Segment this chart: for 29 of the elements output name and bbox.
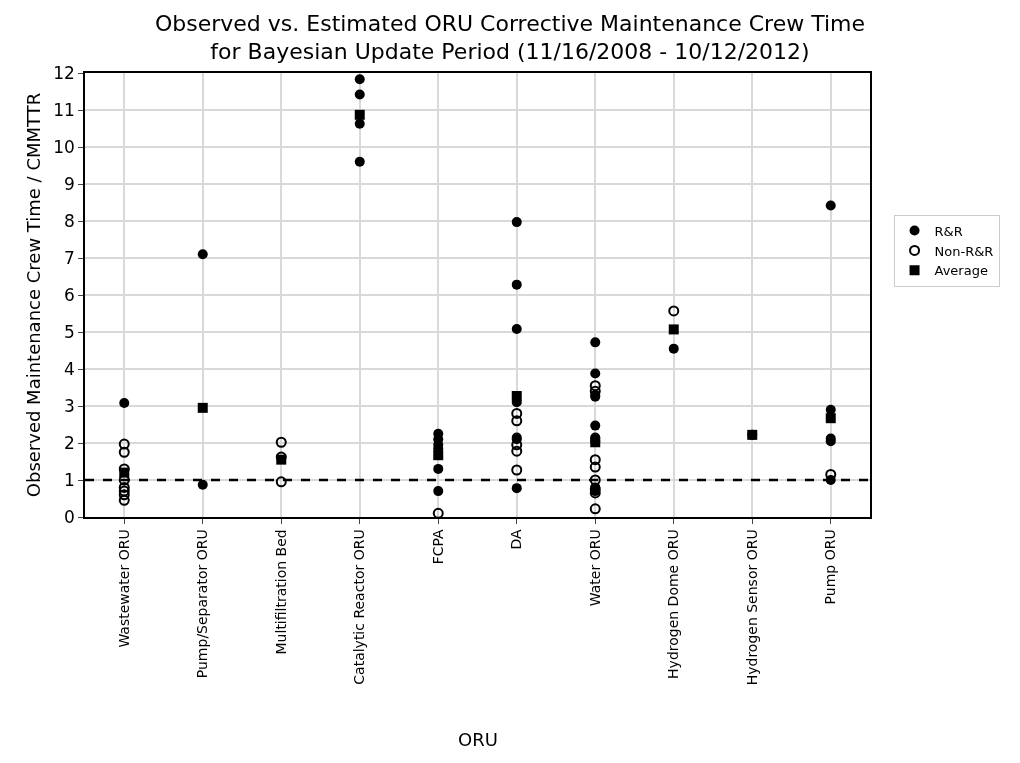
y-tick-label: 3: [64, 395, 75, 416]
y-tick-label: 11: [53, 99, 75, 120]
x-tick-label: Catalytic Reactor ORU: [351, 529, 368, 685]
y-tick-label: 6: [64, 284, 75, 305]
y-tick-label: 9: [64, 173, 75, 194]
x-tick-label: Hydrogen Dome ORU: [665, 529, 682, 679]
x-tick-label: Multifiltration Bed: [272, 529, 289, 655]
y-axis-title: Observed Maintenance Crew Time / CMMTTR: [22, 92, 44, 498]
y-tick-label: 1: [64, 469, 75, 490]
y-tick-label: 12: [53, 62, 75, 83]
y-tick-label: 8: [64, 210, 75, 231]
x-tick-label: Water ORU: [586, 529, 603, 607]
legend-label: R&R: [934, 223, 963, 239]
legend-label: Average: [934, 263, 988, 279]
y-tick-label: 5: [64, 321, 75, 342]
x-axis-title: ORU: [458, 729, 498, 750]
x-tick-label: DA: [508, 528, 525, 550]
x-tick-label: Hydrogen Sensor ORU: [743, 529, 760, 686]
y-tick-label: 4: [64, 358, 75, 379]
x-tick-label: Wastewater ORU: [115, 529, 132, 648]
y-tick-label: 10: [53, 136, 75, 157]
x-tick-label: FCPA: [429, 528, 446, 565]
y-tick-label: 0: [64, 506, 75, 527]
x-tick-label: Pump/Separator ORU: [194, 529, 211, 679]
x-tick-label: Pump ORU: [822, 529, 839, 605]
y-tick-label: 2: [64, 432, 75, 453]
y-tick-label: 7: [64, 247, 75, 268]
legend-label: Non-R&R: [934, 243, 994, 259]
chart-title: Observed vs. Estimated ORU Corrective Maintenance Crew Time for Bayesian Update Period (11/16/2008 - 10/12/2012): [154, 10, 866, 65]
